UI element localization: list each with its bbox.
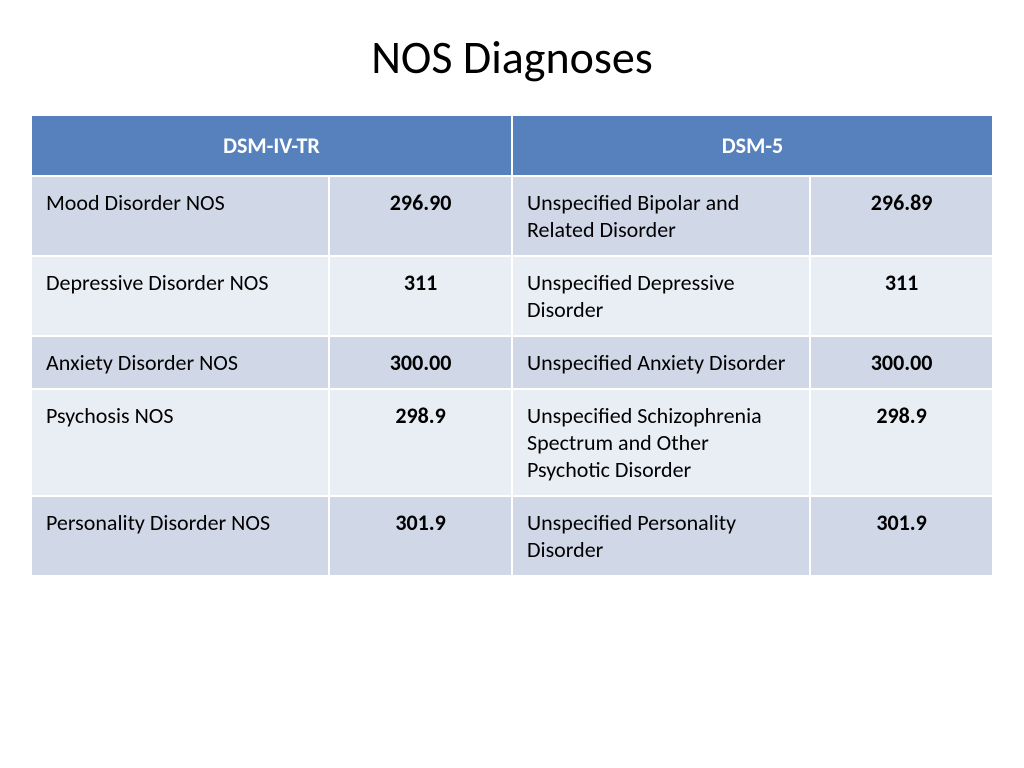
name-cell: Personality Disorder NOS [31,496,329,576]
table-header: DSM-IV-TRDSM-5 [31,115,993,176]
code-cell: 296.90 [329,176,512,256]
code-cell: 296.89 [810,176,993,256]
code-cell: 300.00 [810,336,993,389]
code-cell: 301.9 [810,496,993,576]
name-cell: Unspecified Bipolar and Related Disorder [512,176,810,256]
name-cell: Psychosis NOS [31,389,329,496]
table-row: Mood Disorder NOS296.90Unspecified Bipol… [31,176,993,256]
diagnoses-table: DSM-IV-TRDSM-5 Mood Disorder NOS296.90Un… [30,114,994,577]
name-cell: Unspecified Depressive Disorder [512,256,810,336]
table-row: Anxiety Disorder NOS300.00Unspecified An… [31,336,993,389]
name-cell: Anxiety Disorder NOS [31,336,329,389]
table-row: Personality Disorder NOS301.9Unspecified… [31,496,993,576]
table-row: Psychosis NOS298.9Unspecified Schizophre… [31,389,993,496]
slide: NOS Diagnoses DSM-IV-TRDSM-5 Mood Disord… [0,0,1024,768]
table-body: Mood Disorder NOS296.90Unspecified Bipol… [31,176,993,576]
page-title: NOS Diagnoses [30,30,994,86]
code-cell: 298.9 [329,389,512,496]
name-cell: Unspecified Personality Disorder [512,496,810,576]
code-cell: 300.00 [329,336,512,389]
column-header: DSM-IV-TR [31,115,512,176]
name-cell: Mood Disorder NOS [31,176,329,256]
code-cell: 311 [329,256,512,336]
column-header: DSM-5 [512,115,993,176]
code-cell: 301.9 [329,496,512,576]
name-cell: Unspecified Schizophrenia Spectrum and O… [512,389,810,496]
table-row: Depressive Disorder NOS311Unspecified De… [31,256,993,336]
code-cell: 311 [810,256,993,336]
name-cell: Unspecified Anxiety Disorder [512,336,810,389]
name-cell: Depressive Disorder NOS [31,256,329,336]
code-cell: 298.9 [810,389,993,496]
